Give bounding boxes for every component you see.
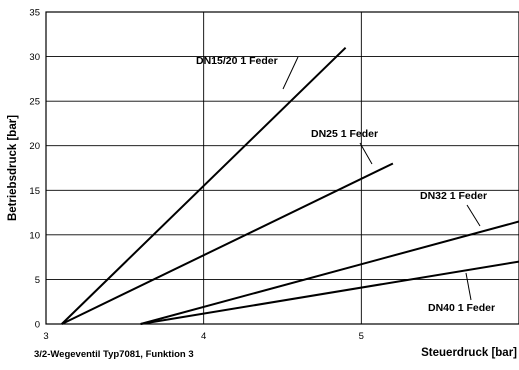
label-leader-lines xyxy=(282,56,481,301)
series-label-dn40: DN40 1 Feder xyxy=(428,302,495,314)
y-tick-label: 0 xyxy=(35,320,40,331)
y-tick-label: 15 xyxy=(29,186,40,197)
series-label-dn15-20: DN15/20 1 Feder xyxy=(196,55,278,67)
x-tick-label: 4 xyxy=(201,331,206,342)
chart-footnote: 3/2-Wegeventil Typ7081, Funktion 3 xyxy=(34,349,194,360)
leader-line xyxy=(465,272,472,301)
y-tick-label: 30 xyxy=(29,52,40,63)
leader-line xyxy=(282,56,299,90)
series-line-dn40 xyxy=(140,260,519,325)
y-tick-label: 20 xyxy=(29,141,40,152)
series-label-dn32: DN32 1 Feder xyxy=(420,190,487,202)
leader-line xyxy=(359,142,373,165)
y-axis-title: Betriebsdruck [bar] xyxy=(7,115,19,221)
x-axis-title: Steuerdruck [bar] xyxy=(421,347,517,359)
series-line-dn15-20 xyxy=(61,46,347,325)
y-tick-label: 25 xyxy=(29,97,40,108)
leader-line xyxy=(466,204,481,227)
series-line-dn32 xyxy=(140,220,519,325)
plot-frame xyxy=(45,11,519,325)
y-tick-label: 10 xyxy=(29,230,40,241)
series-label-dn25: DN25 1 Feder xyxy=(311,128,378,140)
x-tick-label: 3 xyxy=(43,331,48,342)
series-line-dn25 xyxy=(61,162,394,325)
grid-lines xyxy=(46,12,519,324)
tick-labels: 3 4 5 0 5 10 15 20 25 30 35 xyxy=(29,8,364,343)
x-tick-label: 5 xyxy=(359,331,364,342)
series-lines xyxy=(61,46,519,325)
y-tick-label: 35 xyxy=(29,8,40,19)
y-tick-label: 5 xyxy=(35,275,40,286)
